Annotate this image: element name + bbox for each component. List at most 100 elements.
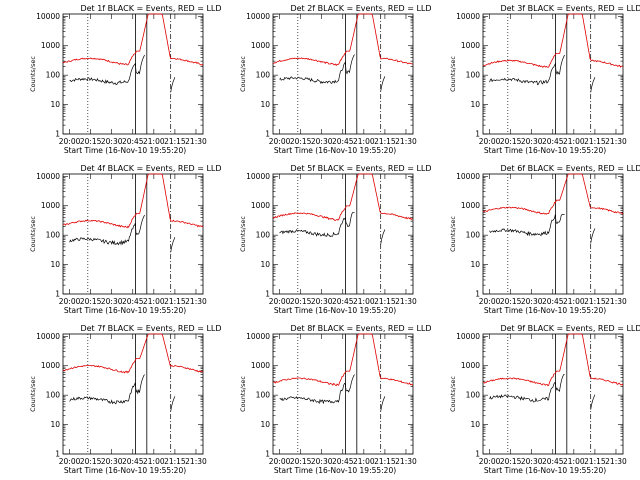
y-tick-label: 1 [55,130,60,139]
x-axis-label: Start Time (16-Nov-10 19:55:20) [274,306,396,315]
y-tick-label: 100 [466,231,481,240]
x-tick-label: 20:30 [521,457,543,466]
panel-title: Det 9f BLACK = Events, RED = LLD [500,324,640,333]
x-tick-label: 20:00 [479,137,501,146]
x-tick-label: 20:15 [80,457,102,466]
y-tick-label: 100 [256,231,271,240]
y-tick-label: 1000 [41,201,60,210]
y-axis-label: Counts/sec [239,376,247,412]
series-events-black [489,374,596,410]
x-tick-label: 21:30 [605,457,627,466]
y-axis-label: Counts/sec [239,216,247,252]
x-axis-label: Start Time (16-Nov-10 19:55:20) [484,306,606,315]
x-tick-label: 20:45 [122,137,144,146]
x-axis-label: Start Time (16-Nov-10 19:55:20) [274,146,396,155]
x-tick-label: 21:00 [143,457,165,466]
panel-title: Det 4f BLACK = Events, RED = LLD [80,164,221,173]
y-tick-label: 10000 [456,332,480,341]
x-tick-label: 21:15 [374,137,396,146]
x-tick-label: 21:30 [185,137,207,146]
series-events-black [489,54,596,93]
x-tick-label: 21:15 [164,137,186,146]
x-tick-label: 21:15 [374,457,396,466]
y-tick-label: 1000 [41,361,60,370]
x-tick-label: 20:00 [59,457,81,466]
x-tick-label: 20:45 [542,137,564,146]
series-lld-red [273,13,414,67]
x-tick-label: 21:30 [395,297,417,306]
plot-frame [62,13,204,135]
x-tick-label: 21:30 [185,297,207,306]
panel-title: Det 3f BLACK = Events, RED = LLD [500,4,640,13]
x-tick-label: 21:00 [563,297,585,306]
y-tick-label: 1000 [461,201,480,210]
series-events-black [69,54,176,93]
y-tick-label: 10 [470,420,480,429]
x-tick-label: 21:15 [584,297,606,306]
panel-title: Det 7f BLACK = Events, RED = LLD [80,324,221,333]
y-tick-label: 1000 [41,41,60,50]
y-axis-label: Counts/sec [239,56,247,92]
panel-det-8: Det 8f BLACK = Events, RED = LLD 1 10 100 10… [239,324,432,475]
x-tick-label: 21:00 [563,137,585,146]
x-tick-label: 20:30 [101,137,123,146]
x-tick-label: 20:15 [80,297,102,306]
x-tick-label: 20:00 [59,137,81,146]
y-tick-label: 10 [50,260,60,269]
panel-det-6: Det 6f BLACK = Events, RED = LLD 1 10 100 10… [449,164,640,315]
x-tick-label: 20:15 [500,297,522,306]
x-tick-label: 21:15 [164,457,186,466]
y-tick-label: 10000 [456,172,480,181]
y-tick-label: 10000 [36,332,60,341]
x-tick-label: 20:30 [521,297,543,306]
y-tick-label: 10000 [246,12,270,21]
x-tick-label: 20:00 [59,297,81,306]
x-tick-label: 20:00 [269,457,291,466]
x-axis-label: Start Time (16-Nov-10 19:55:20) [274,466,396,475]
y-tick-label: 10 [260,100,270,109]
y-tick-label: 1 [475,130,480,139]
x-tick-label: 20:45 [122,457,144,466]
y-tick-label: 10 [470,260,480,269]
x-axis-label: Start Time (16-Nov-10 19:55:20) [64,146,186,155]
x-tick-label: 21:30 [605,297,627,306]
x-tick-label: 21:00 [143,297,165,306]
y-tick-label: 10000 [246,332,270,341]
y-tick-label: 10 [50,100,60,109]
x-tick-label: 20:00 [269,137,291,146]
series-lld-red [62,13,204,66]
y-axis-label: Counts/sec [29,216,37,252]
plot-frame [62,333,204,455]
y-tick-label: 10 [470,100,480,109]
x-tick-label: 21:15 [374,297,396,306]
x-tick-label: 21:15 [584,137,606,146]
y-tick-label: 1 [265,450,270,459]
y-tick-label: 1000 [251,201,270,210]
y-tick-label: 1 [265,290,270,299]
y-tick-label: 10 [260,260,270,269]
y-tick-label: 100 [46,391,61,400]
panel-det-2: Det 2f BLACK = Events, RED = LLD 1 10 100 10… [239,4,432,155]
y-tick-label: 100 [46,71,61,80]
x-tick-label: 21:00 [353,457,375,466]
y-axis-label: Counts/sec [29,56,37,92]
y-axis-label: Counts/sec [449,56,457,92]
panel-title: Det 5f BLACK = Events, RED = LLD [290,164,431,173]
series-lld-red [482,13,624,69]
series-lld-red [482,333,624,387]
plot-frame [272,13,414,135]
panel-det-3: Det 3f BLACK = Events, RED = LLD 1 10 100 10… [449,4,640,155]
x-tick-label: 20:15 [290,297,312,306]
x-axis-label: Start Time (16-Nov-10 19:55:20) [64,466,186,475]
y-tick-label: 1 [265,130,270,139]
y-axis-label: Counts/sec [449,216,457,252]
series-events-black [279,54,386,92]
x-tick-label: 20:45 [542,297,564,306]
plot-frame [272,333,414,455]
x-tick-label: 21:00 [563,457,585,466]
series-lld-red [62,333,204,374]
x-tick-label: 20:15 [80,137,102,146]
panel-det-4: Det 4f BLACK = Events, RED = LLD 1 10 100 10… [29,164,222,315]
y-axis-label: Counts/sec [29,376,37,412]
y-tick-label: 100 [46,231,61,240]
